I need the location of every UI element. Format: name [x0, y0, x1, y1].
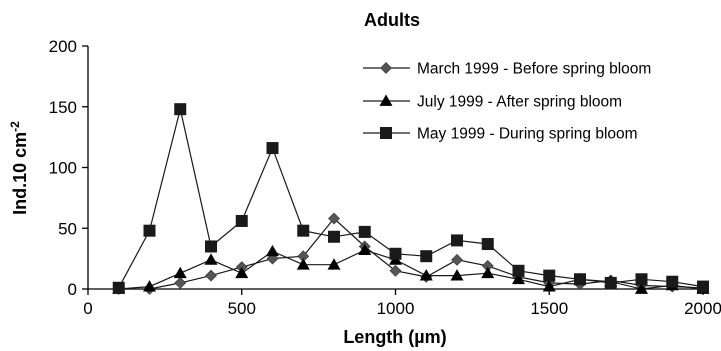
y-axis-title-exponent: -2 [8, 121, 22, 132]
data-point-square [235, 214, 248, 227]
legend: March 1999 - Before spring bloom July 199… [363, 61, 651, 143]
data-point-triangle [419, 269, 433, 281]
x-tick-label: 0 [83, 299, 92, 318]
data-point-triangle [450, 269, 464, 281]
data-point-triangle [481, 266, 495, 279]
data-point-square [512, 264, 525, 277]
data-point-square [143, 224, 156, 237]
data-point-square [205, 240, 217, 253]
x-tick-label: 1000 [377, 299, 415, 318]
data-point-square [389, 247, 402, 260]
data-point-square [604, 276, 617, 289]
data-point-square [328, 230, 340, 243]
data-point-diamond [389, 264, 402, 277]
y-tick-label: 150 [49, 98, 77, 117]
data-point-square [297, 224, 310, 237]
data-point-diamond [174, 277, 187, 289]
y-axis-title-main: Ind.10 cm [10, 132, 30, 215]
legend-label: July 1999 - After spring bloom [417, 94, 622, 111]
legend-marker-triangle [379, 94, 393, 106]
x-tick-label: 1500 [530, 299, 568, 318]
data-point-triangle [266, 244, 279, 257]
data-point-square [266, 142, 279, 155]
data-point-triangle [512, 272, 525, 285]
data-point-square [697, 280, 709, 293]
y-tick-label: 50 [58, 219, 77, 238]
data-point-square [574, 273, 586, 286]
y-tick-label: 0 [68, 280, 77, 299]
data-point-triangle [143, 280, 156, 292]
data-point-triangle [235, 266, 249, 279]
data-point-square [420, 250, 433, 263]
legend-marker-diamond [380, 62, 392, 74]
data-point-diamond [205, 269, 217, 282]
data-point-square [635, 273, 648, 286]
legend-item: July 1999 - After spring bloom [363, 94, 622, 111]
legend-item: May 1999 - During spring bloom [363, 126, 638, 143]
data-point-triangle [173, 266, 187, 279]
data-point-diamond [451, 253, 463, 266]
data-point-square [174, 103, 187, 116]
x-axis-title: Length (µm) [343, 327, 446, 347]
data-point-square [481, 238, 494, 251]
chart-title: Adults [364, 10, 420, 30]
y-tick-label: 100 [49, 159, 77, 178]
data-point-triangle [296, 258, 310, 270]
series-square [112, 103, 709, 294]
y-tick-label: 200 [49, 37, 77, 56]
series-triangle [112, 243, 710, 294]
data-point-triangle [358, 243, 372, 255]
data-point-square [666, 275, 679, 288]
data-point-square [112, 281, 125, 294]
data-point-square [358, 225, 371, 238]
legend-marker-square [380, 127, 392, 139]
legend-label: March 1999 - Before spring bloom [417, 61, 651, 78]
data-point-square [543, 269, 556, 282]
data-point-triangle [327, 258, 341, 270]
data-point-diamond [328, 212, 340, 225]
data-point-triangle [542, 280, 556, 292]
x-tick-label: 500 [228, 299, 256, 318]
x-tick-label: 2000 [684, 299, 721, 318]
data-point-triangle [204, 253, 218, 265]
legend-label: May 1999 - During spring bloom [417, 126, 638, 143]
series-group [112, 103, 710, 295]
y-axis-title: Ind.10 cm-2 [8, 121, 30, 215]
legend-item: March 1999 - Before spring bloom [363, 61, 651, 78]
data-point-triangle [635, 282, 648, 294]
data-point-square [451, 234, 463, 247]
